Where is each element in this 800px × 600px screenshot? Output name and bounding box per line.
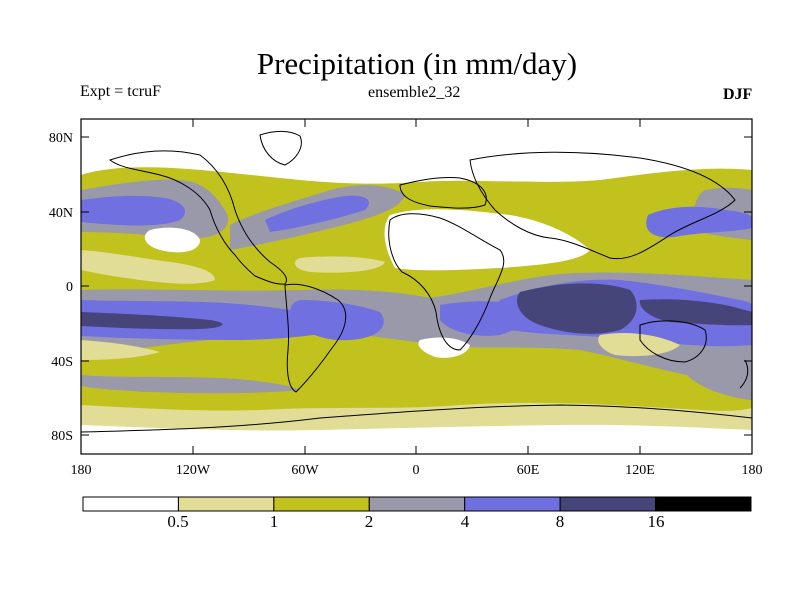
spcz-very-heavy — [81, 312, 223, 330]
experiment-label: Expt = tcruF — [80, 83, 162, 100]
colorbar-label: 0.5 — [167, 512, 188, 531]
coastlines — [81, 130, 752, 433]
spacific-storm — [677, 349, 752, 400]
south-atlantic-dry — [418, 337, 470, 358]
colorbar-label: 16 — [648, 512, 665, 531]
spcz-heavy — [81, 300, 360, 340]
colorbar-swatch — [464, 496, 561, 512]
lon-tick-label: 180 — [71, 463, 92, 478]
wpac-heavy — [646, 206, 752, 238]
south-pacific-light — [81, 340, 160, 360]
tick-marks — [80, 119, 753, 454]
lat-tick-label: 80S — [51, 429, 73, 444]
colorbar-swatch — [273, 496, 370, 512]
colorbar-label: 1 — [270, 512, 279, 531]
lat-tick-label: 40N — [49, 206, 73, 221]
colorbar-label: 2 — [365, 512, 374, 531]
lon-tick-label: 60W — [291, 463, 319, 478]
colorbar — [82, 496, 752, 512]
antarctic-dry — [81, 424, 752, 454]
lat-tick-label: 80N — [49, 131, 73, 146]
ensemble-label: ensemble2_32 — [368, 84, 461, 101]
epac-light — [81, 250, 215, 284]
lon-tick-label: 0 — [413, 463, 420, 478]
indian-ocean-very-heavy — [516, 283, 637, 334]
amazon-heavy — [290, 300, 384, 341]
natl-heavy — [265, 195, 369, 232]
colorbar-swatch — [82, 496, 179, 512]
colorbar-label: 8 — [556, 512, 565, 531]
lon-tick-label: 120E — [625, 463, 655, 478]
south-indian-light — [598, 333, 680, 357]
precipitation-field — [81, 119, 752, 454]
npac-dry-cell — [144, 227, 200, 253]
season-label: DJF — [723, 86, 753, 103]
npac-heavy — [81, 195, 185, 226]
southern-storm — [81, 375, 300, 394]
lat-tick-label: 40S — [51, 355, 73, 370]
colorbar-swatch — [655, 496, 752, 512]
lon-tick-label: 120W — [176, 463, 211, 478]
colorbar-swatch — [559, 496, 657, 512]
colorbar-swatch — [177, 496, 275, 512]
lat-tick-label: 0 — [66, 280, 73, 295]
colorbar-swatch — [368, 496, 466, 512]
colorbar-label: 4 — [461, 512, 470, 531]
lon-tick-label: 60E — [517, 463, 540, 478]
natl-subtropic-light — [294, 256, 385, 273]
arctic-dry — [81, 119, 752, 184]
page-title: Precipitation (in mm/day) — [256, 46, 578, 81]
lon-tick-label: 180 — [742, 463, 763, 478]
maritime-very-heavy — [639, 299, 752, 326]
sahara-dry — [384, 209, 590, 271]
